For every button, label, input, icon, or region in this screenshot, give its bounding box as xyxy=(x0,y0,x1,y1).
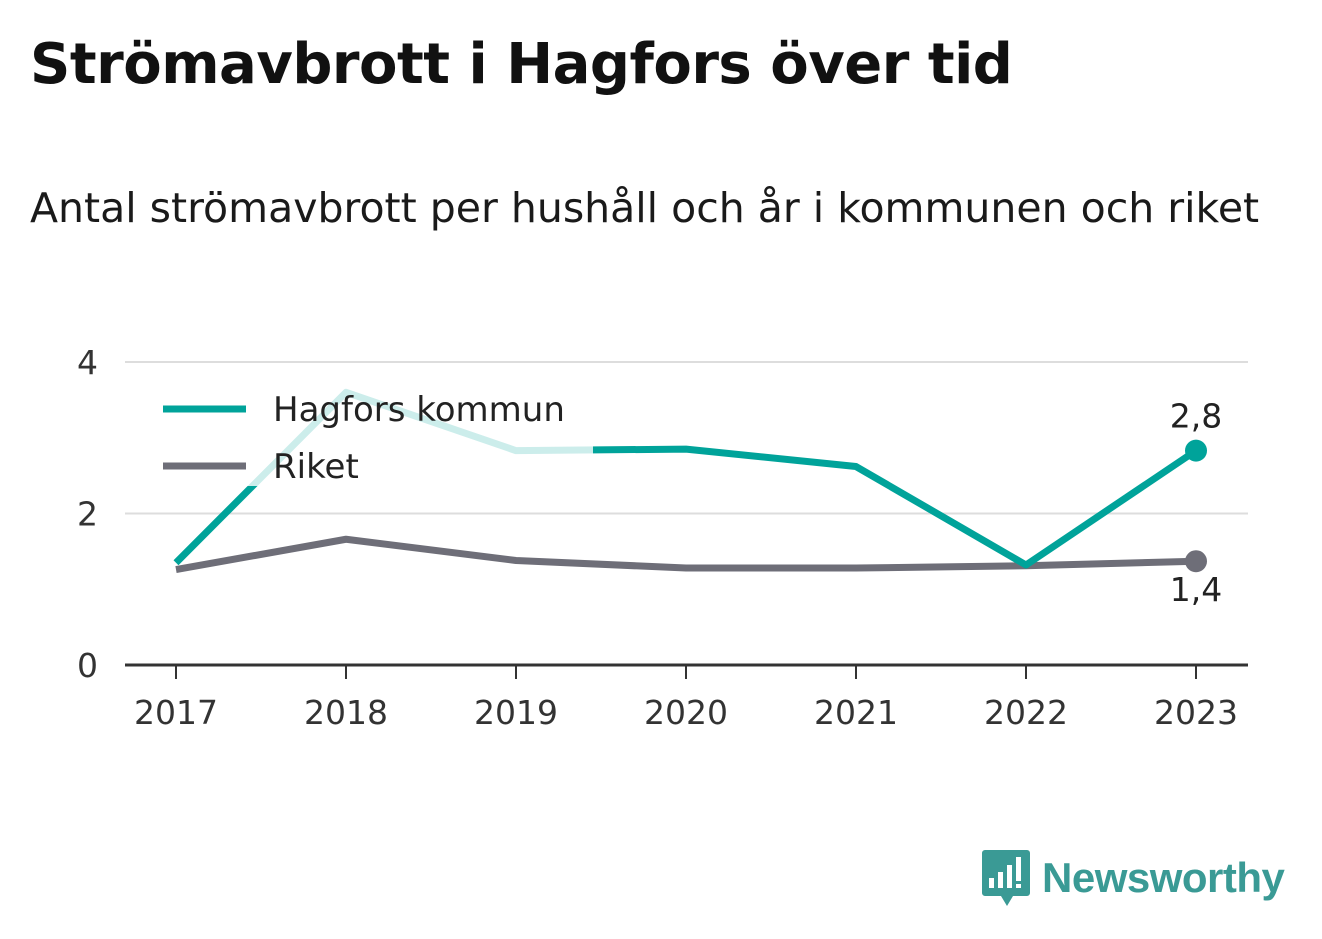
legend-label: Riket xyxy=(273,447,359,487)
legend-label: Hagfors kommun xyxy=(273,390,565,430)
end-value-label: 2,8 xyxy=(1170,397,1222,436)
end-point-marker xyxy=(1185,550,1207,573)
x-tick-label: 2020 xyxy=(644,693,728,732)
x-tick-label: 2019 xyxy=(474,693,558,732)
brand-logo: Newsworthy xyxy=(980,848,1285,908)
x-tick-label: 2018 xyxy=(304,693,388,732)
chart-subtitle: Antal strömavbrott per hushåll och år i … xyxy=(30,184,1260,232)
x-tick-label: 2022 xyxy=(984,693,1068,732)
chart-title: Strömavbrott i Hagfors över tid xyxy=(30,32,1013,97)
end-value-label: 1,4 xyxy=(1170,570,1222,609)
x-tick-label: 2017 xyxy=(134,693,218,732)
brand-name: Newsworthy xyxy=(1042,854,1285,901)
y-tick-label: 4 xyxy=(77,343,98,382)
x-tick-label: 2023 xyxy=(1154,693,1238,732)
newsworthy-logo-icon xyxy=(982,850,1030,906)
y-tick-label: 0 xyxy=(77,646,98,685)
x-tick-label: 2021 xyxy=(814,693,898,732)
y-tick-label: 2 xyxy=(77,495,98,534)
end-point-marker xyxy=(1185,439,1207,462)
